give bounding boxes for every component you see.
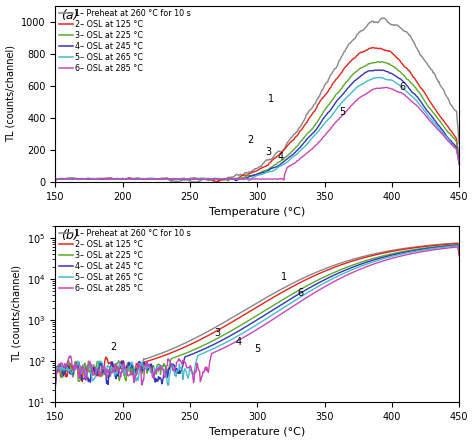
Text: 4: 4 [236, 337, 241, 347]
Text: (b): (b) [62, 229, 79, 242]
Text: 5: 5 [254, 344, 260, 354]
Text: 3: 3 [214, 328, 220, 338]
Y-axis label: TL (counts/channel): TL (counts/channel) [11, 265, 22, 362]
Text: 6: 6 [297, 288, 303, 298]
X-axis label: Temperature (°C): Temperature (°C) [209, 207, 305, 218]
Text: 1: 1 [268, 93, 274, 104]
Text: 3: 3 [265, 147, 271, 156]
Legend: 1– Preheat at 260 °C for 10 s, 2– OSL at 125 °C, 3– OSL at 225 °C, 4– OSL at 245: 1– Preheat at 260 °C for 10 s, 2– OSL at… [57, 7, 193, 74]
Text: 6: 6 [400, 82, 406, 93]
Legend: 1– Preheat at 260 °C for 10 s, 2– OSL at 125 °C, 3– OSL at 225 °C, 4– OSL at 245: 1– Preheat at 260 °C for 10 s, 2– OSL at… [57, 227, 193, 295]
X-axis label: Temperature (°C): Temperature (°C) [209, 427, 305, 437]
Text: (a): (a) [62, 9, 79, 22]
Text: 2: 2 [247, 135, 254, 144]
Text: 1: 1 [281, 272, 287, 282]
Text: 4: 4 [277, 152, 283, 162]
Text: 5: 5 [339, 107, 345, 117]
Text: 2: 2 [110, 342, 116, 352]
Y-axis label: TL (counts/channel): TL (counts/channel) [6, 45, 16, 142]
